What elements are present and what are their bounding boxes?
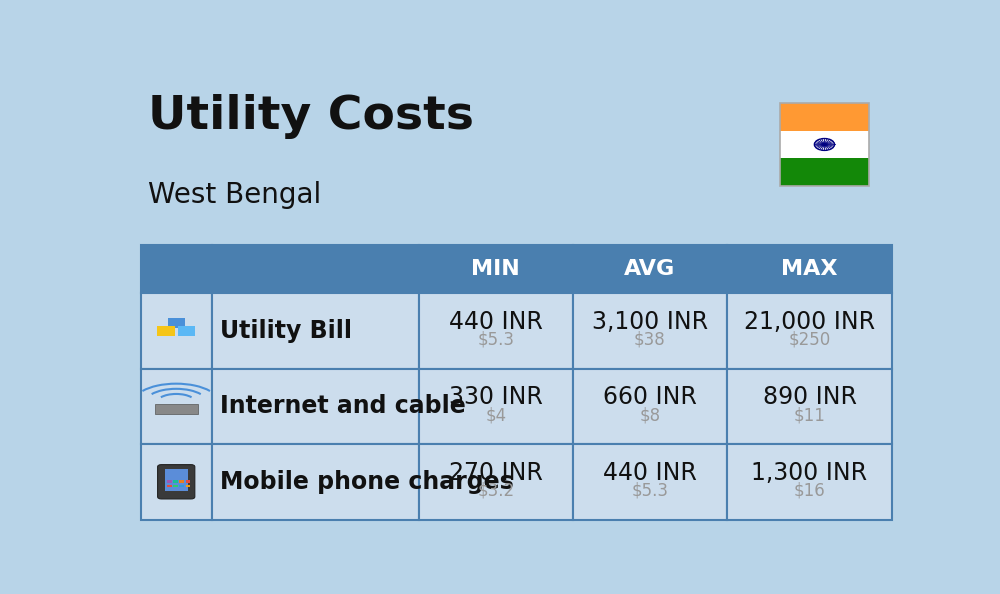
- Text: 890 INR: 890 INR: [763, 386, 857, 409]
- Text: AVG: AVG: [624, 259, 675, 279]
- Text: 660 INR: 660 INR: [603, 386, 697, 409]
- Text: Internet and cable: Internet and cable: [220, 394, 465, 418]
- Bar: [727, 245, 892, 293]
- Bar: [178, 326, 195, 336]
- Bar: [212, 293, 419, 368]
- Bar: [167, 485, 172, 487]
- Text: $38: $38: [634, 331, 666, 349]
- Bar: [573, 293, 727, 368]
- Bar: [157, 326, 175, 336]
- FancyBboxPatch shape: [158, 465, 195, 499]
- Bar: [155, 404, 198, 414]
- Text: 3,100 INR: 3,100 INR: [592, 310, 708, 334]
- Text: MIN: MIN: [471, 259, 520, 279]
- Text: 440 INR: 440 INR: [449, 310, 543, 334]
- Bar: [419, 293, 573, 368]
- Text: Mobile phone charges: Mobile phone charges: [220, 470, 513, 494]
- Text: 1,300 INR: 1,300 INR: [751, 461, 868, 485]
- Bar: [167, 481, 172, 483]
- Bar: [140, 444, 212, 520]
- Bar: [727, 368, 892, 444]
- Text: 330 INR: 330 INR: [449, 386, 543, 409]
- Bar: [573, 368, 727, 444]
- Text: $8: $8: [639, 406, 660, 424]
- Bar: [573, 444, 727, 520]
- Text: 21,000 INR: 21,000 INR: [744, 310, 875, 334]
- Bar: [168, 318, 185, 328]
- Bar: [419, 444, 573, 520]
- Bar: [212, 444, 419, 520]
- Text: $11: $11: [794, 406, 825, 424]
- Bar: [140, 368, 212, 444]
- Bar: [140, 245, 212, 293]
- Bar: [173, 485, 178, 487]
- Text: 440 INR: 440 INR: [603, 461, 697, 485]
- Text: $3.2: $3.2: [477, 482, 514, 500]
- Text: 270 INR: 270 INR: [449, 461, 543, 485]
- Text: $250: $250: [788, 331, 831, 349]
- Text: $5.3: $5.3: [477, 331, 514, 349]
- Bar: [727, 444, 892, 520]
- Circle shape: [823, 144, 826, 146]
- Text: MAX: MAX: [781, 259, 838, 279]
- Bar: [179, 485, 184, 487]
- Text: West Bengal: West Bengal: [148, 181, 322, 209]
- Bar: [140, 293, 212, 368]
- Text: $16: $16: [794, 482, 825, 500]
- Text: $4: $4: [485, 406, 506, 424]
- Bar: [727, 293, 892, 368]
- Bar: [179, 481, 184, 483]
- Bar: [186, 481, 190, 483]
- Text: Utility Costs: Utility Costs: [148, 94, 474, 139]
- Text: Utility Bill: Utility Bill: [220, 319, 352, 343]
- Bar: [573, 245, 727, 293]
- FancyBboxPatch shape: [780, 158, 869, 185]
- FancyBboxPatch shape: [780, 131, 869, 158]
- Bar: [165, 469, 188, 491]
- Bar: [419, 245, 573, 293]
- Bar: [212, 368, 419, 444]
- Bar: [186, 485, 190, 487]
- Bar: [419, 368, 573, 444]
- Text: $5.3: $5.3: [631, 482, 668, 500]
- Bar: [173, 481, 178, 483]
- FancyBboxPatch shape: [780, 103, 869, 131]
- Bar: [212, 245, 419, 293]
